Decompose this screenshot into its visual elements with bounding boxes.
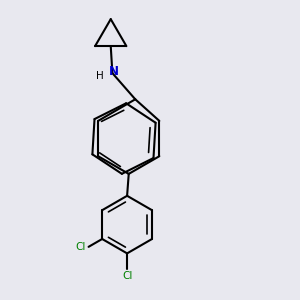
Text: Cl: Cl xyxy=(122,271,132,281)
Text: Cl: Cl xyxy=(76,242,86,252)
Text: H: H xyxy=(96,71,104,81)
Text: N: N xyxy=(109,65,119,78)
